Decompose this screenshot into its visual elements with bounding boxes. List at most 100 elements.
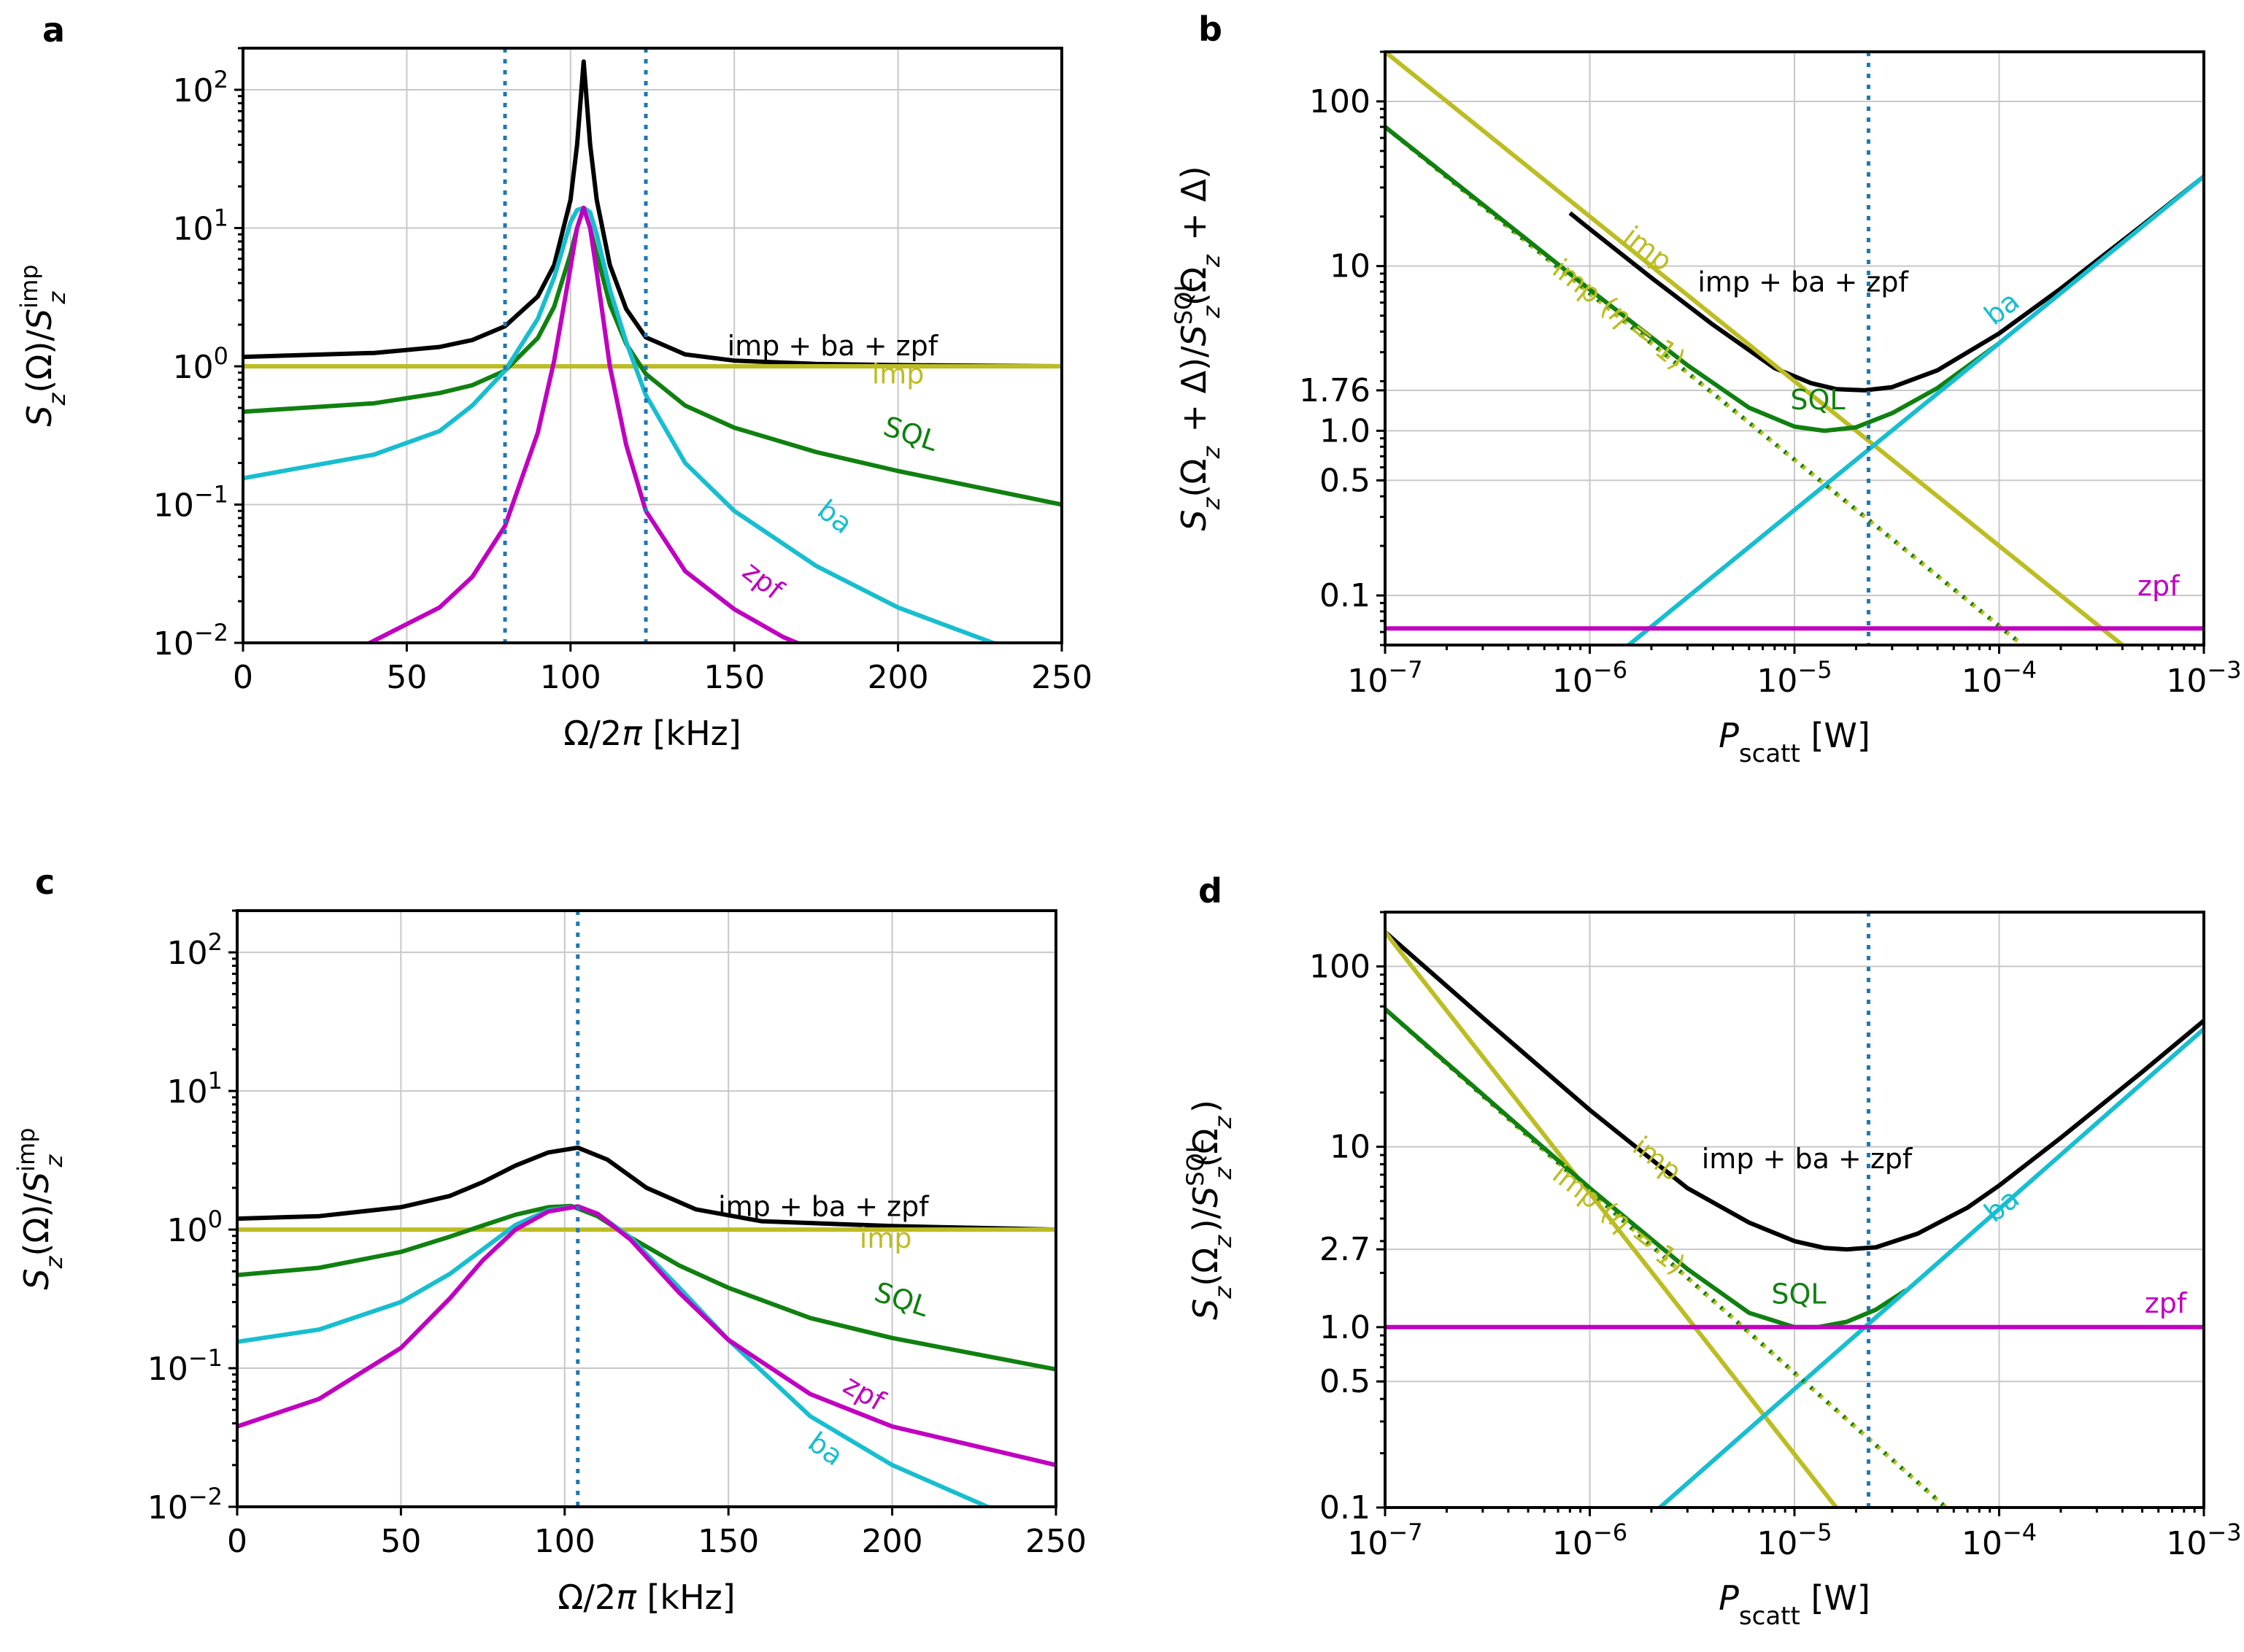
grid (236, 911, 1057, 1508)
x-tick-label: 0 (227, 1523, 247, 1560)
x-tick-label: 250 (1031, 659, 1092, 696)
series-label: zpf (2137, 570, 2181, 602)
x-tick-label: 250 (1025, 1523, 1087, 1560)
series-label: imp (872, 358, 925, 390)
y-tick-label: 1.0 (1319, 412, 1370, 449)
series-label: SQL (1790, 384, 1845, 416)
x-axis-label: Ω/2π [kHz] (563, 714, 741, 753)
series-label: zpf (2145, 1287, 2188, 1319)
grid (1384, 912, 2205, 1508)
series-imp (1385, 930, 1838, 1508)
x-tick-label: 50 (386, 659, 427, 696)
x-axis-label: Pscatt [W] (1719, 716, 1870, 768)
x-tick-label: 10−7 (1347, 656, 1422, 700)
series-ba (1658, 1027, 2204, 1508)
series-group (243, 59, 1062, 643)
x-tick-label: 10−4 (1962, 656, 2037, 700)
x-tick-label: 150 (703, 659, 765, 696)
panel-a: a 0 50 100 150 200 250 10−2 10−1 100 101 102 Ω/2π [k… (15, 10, 1092, 753)
y-tick-label: 10 (1330, 248, 1370, 285)
series-label: imp (860, 1222, 912, 1254)
y-tick-label: 100 (1309, 948, 1370, 985)
y-tick-label: 0.1 (1319, 577, 1370, 614)
x-tick-label: 10−4 (1962, 1518, 2037, 1562)
series-imp-ba-zpf (1568, 174, 2204, 393)
series-label: imp + ba + zpf (718, 1191, 930, 1223)
series-label: zpf (736, 555, 790, 606)
panel-c: c 0 50 100 150 200 250 10−2 10−1 100 101 102 Ω/2π [k… (12, 862, 1087, 1617)
series-imp-ba-zpf (237, 1145, 1056, 1232)
x-tick-label: 10−5 (1757, 656, 1832, 700)
panel-letter: a (42, 10, 65, 50)
y-tick-label: 1.76 (1299, 372, 1370, 409)
y-tick-label: 102 (173, 66, 228, 109)
series-ba (243, 205, 998, 643)
x-axis-label: Pscatt [W] (1719, 1578, 1870, 1631)
x-tick-label: 200 (862, 1523, 923, 1560)
series-label: SQL (880, 410, 942, 458)
y-axis-label: Sz(Ωz )/SSQLz(Ωz ) (1181, 1100, 1237, 1320)
panel-letter: d (1198, 871, 1222, 911)
series-imp (1385, 52, 2124, 645)
grid (242, 48, 1063, 644)
series-imp-ba-zpf (243, 59, 1062, 368)
series-imp-ba-zpf (1385, 930, 2204, 1252)
x-axis-label: Ω/2π [kHz] (558, 1578, 736, 1617)
x-tick-label: 0 (233, 659, 253, 696)
x-tick-label: 100 (534, 1523, 595, 1560)
y-tick-label: 10−2 (147, 1483, 223, 1526)
y-tick-label: 2.7 (1319, 1231, 1370, 1268)
x-tick-label: 50 (380, 1523, 421, 1560)
plot-frame (242, 47, 1063, 644)
y-tick-label: 100 (1309, 83, 1370, 120)
x-tick-label: 10−5 (1757, 1518, 1832, 1562)
panel-d: d 10−7 10−6 10−5 10−4 10−3 0.1 0.5 1.0 2.7 10 100 Ps… (1181, 871, 2242, 1631)
y-tick-label: 102 (167, 928, 223, 972)
panel-letter: c (35, 862, 55, 902)
series-sql (243, 205, 1062, 507)
x-tick-label: 10−6 (1552, 656, 1627, 700)
series-sql (1385, 125, 2001, 433)
grid (1384, 52, 2205, 645)
y-tick-label: 101 (167, 1067, 223, 1111)
series-label: imp (η = 1) (1546, 252, 1692, 376)
y-axis-label: Sz(Ωz + Δ)/SSQLz(Ωz + Δ) (1170, 166, 1225, 530)
y-tick-label: 1.0 (1319, 1309, 1370, 1346)
x-tick-label: 200 (868, 659, 929, 696)
series-label: imp + ba + zpf (1702, 1143, 1913, 1175)
y-tick-label: 0.5 (1319, 462, 1370, 499)
y-tick-label: 0.5 (1319, 1363, 1370, 1400)
series-group (1385, 930, 2204, 1508)
series-label: SQL (1771, 1278, 1826, 1311)
y-tick-label: 101 (173, 204, 228, 248)
x-tick-label: 150 (698, 1523, 759, 1560)
y-tick-label: 10−2 (153, 619, 228, 663)
series-label: imp + ba + zpf (728, 330, 939, 362)
series-imp-eta-overlay (1385, 1007, 1948, 1508)
x-tick-label: 100 (540, 659, 601, 696)
series-label: ba (811, 493, 858, 540)
y-tick-label: 10−1 (153, 481, 228, 525)
series-label: SQL (871, 1275, 933, 1323)
panel-b: b 10−7 10−6 10−5 10−4 10−3 0.1 0.5 1.01.76 10 100 P… (1170, 9, 2242, 768)
x-tick-label: 10−3 (2166, 656, 2241, 700)
x-tick-label: 10−7 (1347, 1518, 1422, 1562)
series-ba (1627, 174, 2204, 645)
series-label: imp (1617, 220, 1678, 277)
plot-frame (236, 909, 1057, 1508)
y-tick-label: 0.1 (1319, 1489, 1370, 1526)
y-axis-label: Sz(Ω)/Simpz (15, 264, 71, 426)
y-tick-label: 10−1 (147, 1344, 223, 1388)
y-axis-label: Sz(Ω)/Simpz (12, 1127, 68, 1289)
series-label: imp + ba + zpf (1697, 266, 1909, 298)
x-tick-label: 10−3 (2166, 1518, 2241, 1562)
series-zpf (366, 205, 801, 643)
x-tick-label: 10−6 (1552, 1518, 1627, 1562)
panel-letter: b (1198, 9, 1222, 49)
series-label: ba (1978, 285, 2025, 331)
series-group (237, 1145, 1056, 1507)
y-tick-label: 100 (173, 342, 228, 386)
series-group (1385, 52, 2204, 645)
y-tick-label: 10 (1330, 1129, 1370, 1166)
